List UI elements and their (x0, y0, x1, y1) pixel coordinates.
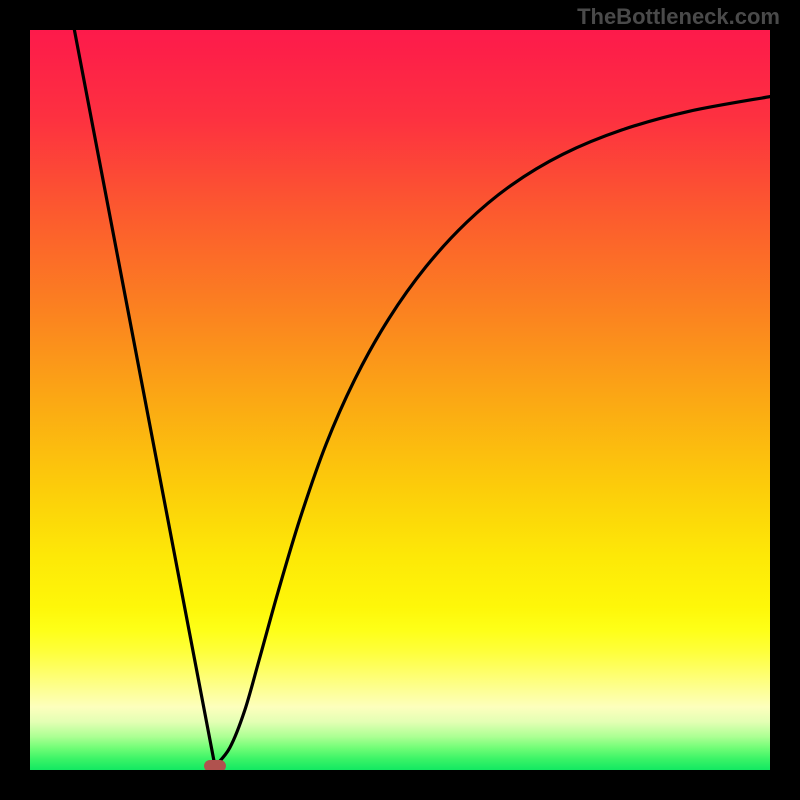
bottleneck-curve (30, 30, 770, 770)
watermark-text: TheBottleneck.com (577, 4, 780, 30)
curve-path (74, 30, 770, 766)
chart-container: TheBottleneck.com (0, 0, 800, 800)
optimal-point-marker (204, 760, 226, 770)
plot-area (30, 30, 770, 770)
